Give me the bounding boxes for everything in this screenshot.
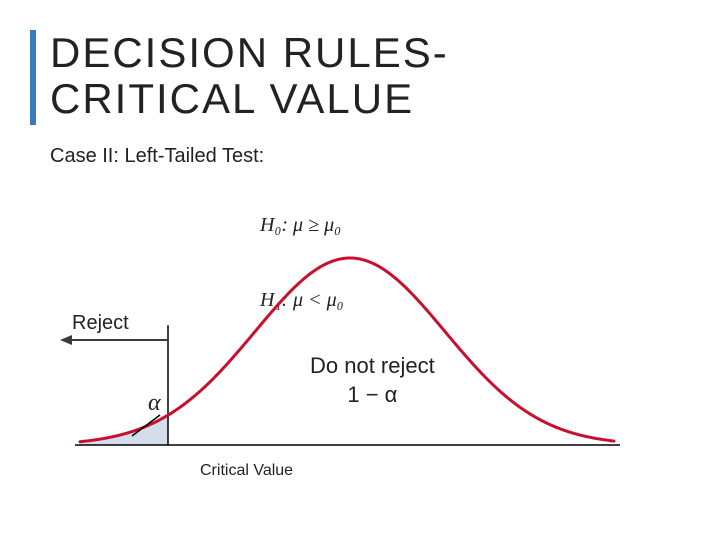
do-not-reject-label: Do not reject 1 − α xyxy=(310,352,435,409)
do-not-reject-line2: 1 − α xyxy=(310,381,435,410)
case-label: Case II: Left-Tailed Test: xyxy=(50,145,264,168)
accent-bar xyxy=(30,30,36,125)
alpha-label: α xyxy=(148,390,161,417)
critical-value-label: Critical Value xyxy=(200,462,293,480)
reject-label: Reject xyxy=(72,312,129,335)
distribution-chart: Reject Do not reject 1 − α α Critical Va… xyxy=(50,230,650,490)
page-title: DECISION RULES- CRITICAL VALUE xyxy=(50,30,449,122)
do-not-reject-line1: Do not reject xyxy=(310,352,435,381)
